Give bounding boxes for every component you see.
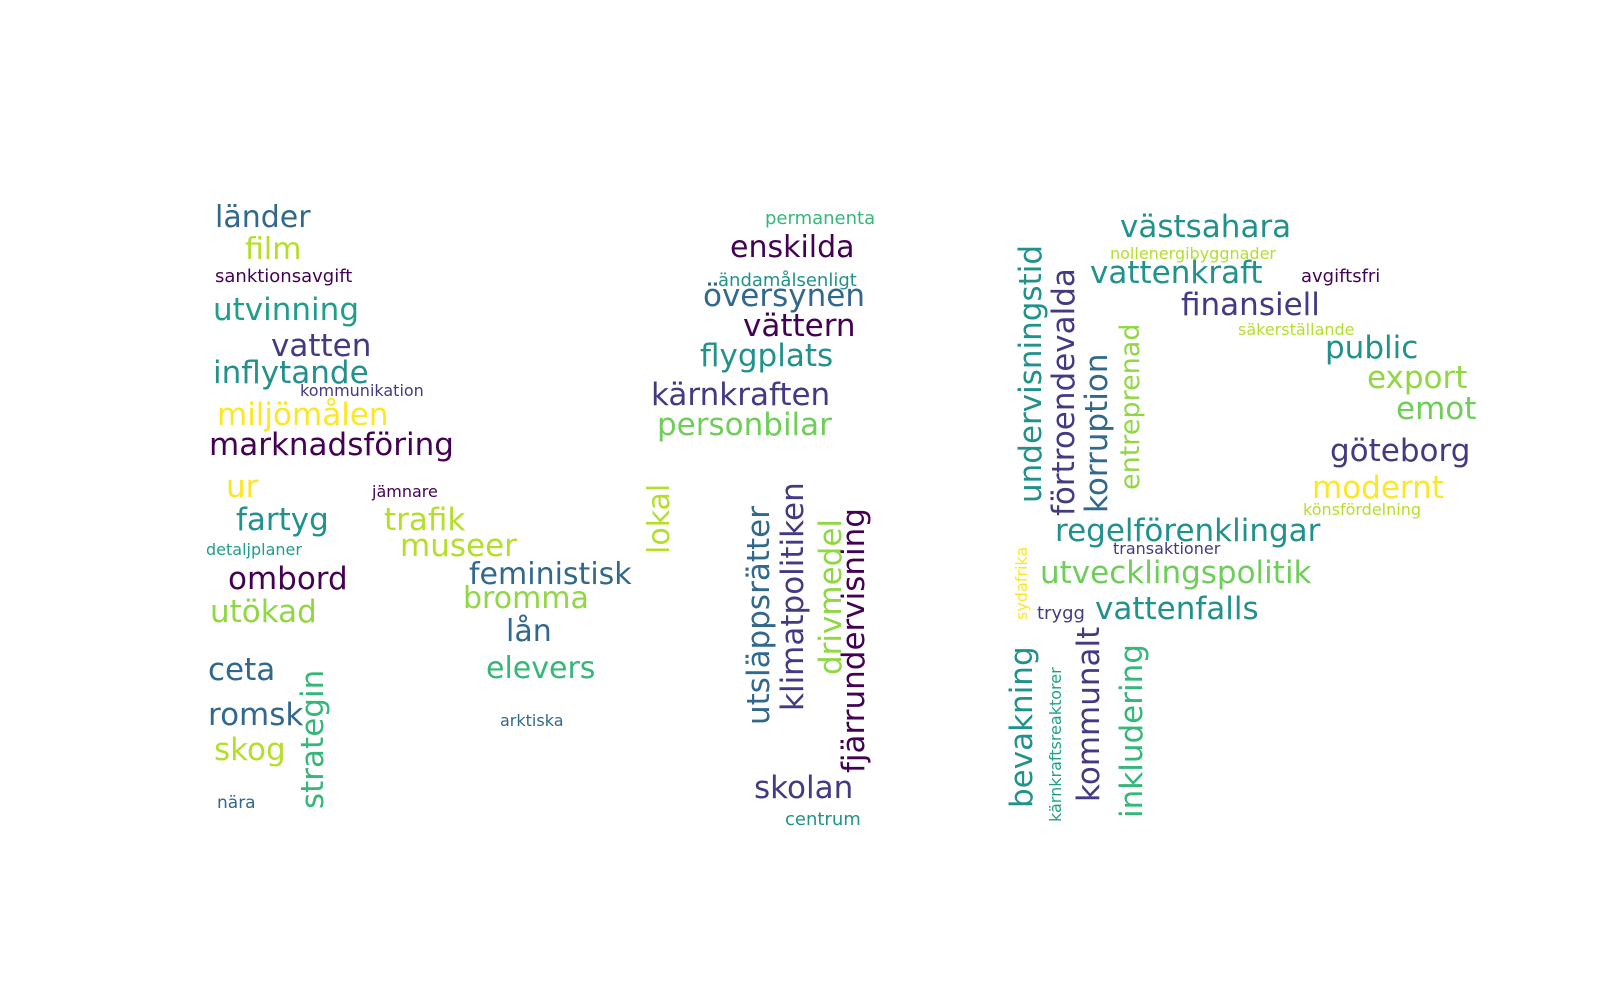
word-marknadsforing: marknadsföring (209, 427, 454, 463)
word-kommunikation: kommunikation (300, 381, 424, 400)
word-utslappsratter: utsläppsrätter (741, 506, 777, 725)
word-lokal: lokal (642, 483, 677, 554)
word-vattenkraft: vattenkraft (1090, 255, 1263, 291)
word-trygg: trygg (1037, 603, 1085, 624)
word-export: export (1367, 360, 1468, 396)
word-film: film (245, 232, 302, 267)
word-enskilda: enskilda (730, 230, 855, 265)
word-skolan: skolan (754, 770, 854, 806)
word-vattenfalls: vattenfalls (1095, 591, 1259, 627)
word-undervisningstid: undervisningstid (1013, 244, 1049, 503)
word-ombord: ombord (228, 561, 348, 597)
word-vatten: vatten (271, 328, 372, 364)
word-permanenta: permanenta (765, 208, 876, 229)
word-karnkraftsreaktorer: kärnkraftsreaktorer (1046, 667, 1065, 822)
word-fartyg: fartyg (236, 502, 329, 538)
word-trafik: trafik (384, 502, 466, 538)
word-lander: länder (215, 200, 311, 235)
word-arktiska: arktiska (500, 711, 564, 730)
word-flygplats: flygplats (700, 338, 834, 374)
word-entreprenad: entreprenad (1115, 323, 1146, 490)
word-sakerstallande: säkerställande (1238, 320, 1355, 339)
word-centrum: centrum (785, 809, 861, 830)
word-elevers: elevers (486, 651, 596, 686)
word-konsfordelning: könsfördelning (1303, 500, 1422, 519)
word-andamalsenligt: ändamålsenligt (718, 270, 857, 291)
word-utvecklingspolitik: utvecklingspolitik (1040, 555, 1312, 591)
word-jamnare: jämnare (372, 482, 438, 501)
word-inkludering: inkludering (1114, 644, 1150, 818)
word-avgiftsfri: avgiftsfri (1301, 266, 1381, 287)
word-finansiell: finansiell (1181, 287, 1320, 323)
word-utvinning: utvinning (213, 292, 359, 328)
word-transaktioner: transaktioner (1113, 539, 1221, 558)
word-personbilar: personbilar (657, 407, 832, 443)
word-regelforenklingar: regelförenklingar (1055, 513, 1321, 549)
word-vastsahara: västsahara (1120, 209, 1292, 245)
word-goteborg: göteborg (1330, 433, 1471, 469)
word-strategin: strategin (295, 669, 331, 809)
word-nara: nära (217, 793, 256, 813)
word-oversynen: översynen (703, 278, 865, 314)
word-skog: skog (214, 732, 286, 768)
word-fjarrundervisning: fjärrundervisning (836, 508, 872, 773)
word-karnkraften: kärnkraften (651, 377, 831, 413)
word-inflytande: inflytande (213, 355, 369, 391)
word-lan: lån (506, 614, 552, 649)
word-nollenergibyggnader: nollenergibyggnader (1110, 244, 1277, 263)
word-miljomalen: miljömålen (217, 397, 389, 433)
word-emot: emot (1396, 391, 1477, 427)
word-klimatpolitiken: klimatpolitiken (775, 482, 811, 711)
word-utokad: utökad (210, 594, 317, 630)
word-vattern: vättern (743, 308, 856, 344)
word-feministisk: feministisk (469, 557, 632, 592)
word-modernt: modernt (1312, 470, 1444, 506)
word-ur: ur (226, 469, 259, 505)
word-kommunalt: kommunalt (1071, 626, 1107, 802)
word-korruption: korruption (1079, 353, 1115, 513)
word-sydafrika: sydafrika (1012, 546, 1031, 620)
word-fortroendevalda: förtroendevalda (1046, 268, 1082, 516)
word-bromma: bromma (463, 581, 589, 616)
word-detaljplaner: detaljplaner (206, 540, 302, 559)
word-sanktionsavgift: sanktionsavgift (215, 266, 353, 287)
word-bevakning: bevakning (1004, 646, 1040, 808)
word-museer: museer (400, 528, 517, 564)
word-ceta: ceta (208, 652, 276, 688)
word-romsk: romsk (208, 697, 304, 733)
word-public: public (1325, 330, 1419, 366)
